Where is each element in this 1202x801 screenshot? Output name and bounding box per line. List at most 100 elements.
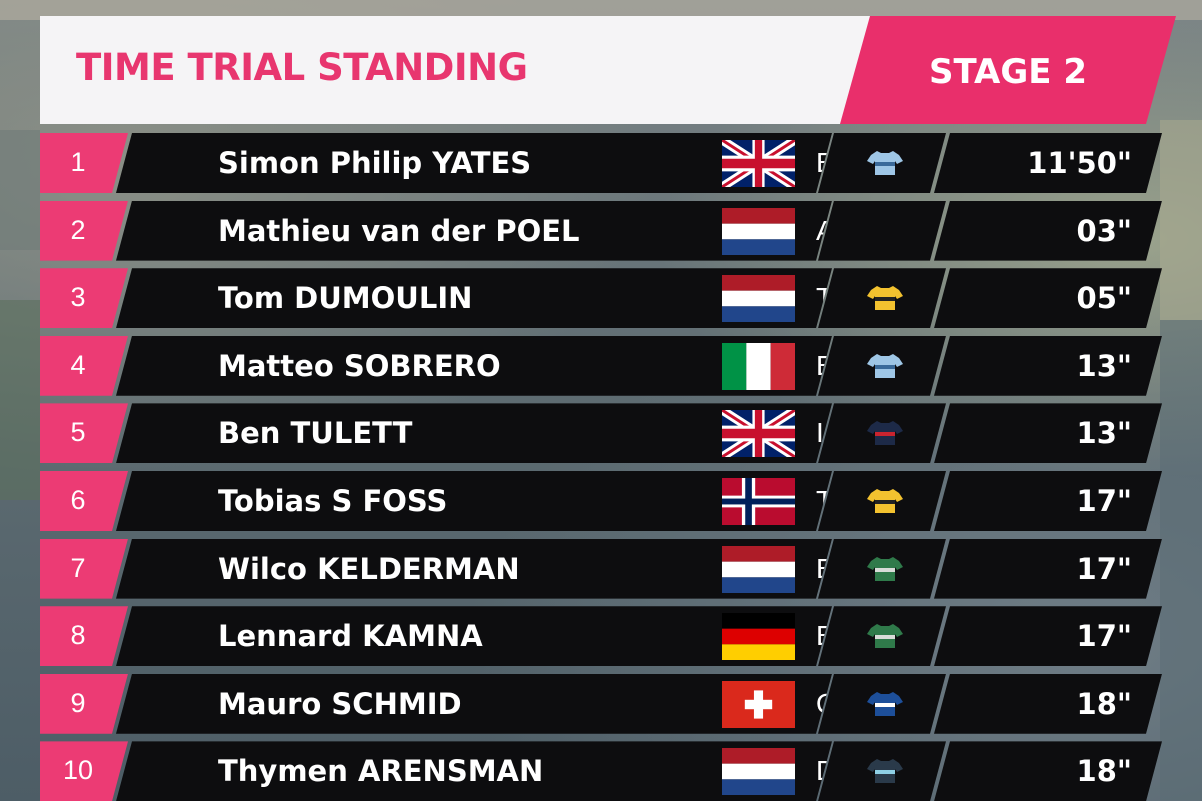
rider-time: 03" xyxy=(1076,213,1132,248)
jersey-bex-icon xyxy=(867,352,903,380)
time-cell: 03" xyxy=(934,201,1162,261)
rider-cell: Simon Philip YATES BEX xyxy=(116,133,832,193)
rider-time: 13" xyxy=(1076,348,1132,383)
table-row: 4 Matteo SOBRERO BEX 13" xyxy=(40,336,1162,396)
rider-time: 17" xyxy=(1076,484,1132,518)
rider-time: 18" xyxy=(1076,754,1132,789)
rider-time: 17" xyxy=(1076,551,1132,586)
rider-name: Wilco KELDERMAN xyxy=(218,551,520,586)
rider-time: 17" xyxy=(1076,619,1132,654)
table-row: 2 Mathieu van der POEL AFC 03" xyxy=(40,201,1162,261)
jersey-cell xyxy=(818,201,946,261)
position-number: 3 xyxy=(70,282,86,313)
table-row: 10 Thymen ARENSMAN DSM 18" xyxy=(40,741,1162,801)
position-number: 7 xyxy=(70,552,86,583)
netherlands-flag-icon xyxy=(722,546,795,593)
position-badge: 2 xyxy=(40,201,128,261)
position-number: 6 xyxy=(70,485,86,515)
rider-name: Mathieu van der POEL xyxy=(218,213,580,248)
jersey-cell xyxy=(818,336,946,396)
position-number: 9 xyxy=(70,687,86,718)
jersey-cell xyxy=(818,741,946,801)
jersey-cell xyxy=(818,471,946,531)
rider-cell: Mauro SCHMID QST xyxy=(116,674,832,734)
jersey-tjv-icon xyxy=(867,284,903,312)
time-cell: 17" xyxy=(934,471,1162,531)
position-number: 8 xyxy=(70,620,86,651)
rider-cell: Thymen ARENSMAN DSM xyxy=(116,741,832,801)
rider-cell: Tom DUMOULIN TJV xyxy=(116,268,832,328)
rider-name: Mauro SCHMID xyxy=(218,686,462,721)
rider-name: Matteo SOBRERO xyxy=(218,348,501,383)
rider-name: Tobias S FOSS xyxy=(218,484,448,518)
jersey-boh-icon xyxy=(867,555,903,583)
rider-name: Lennard KAMNA xyxy=(218,619,483,654)
germany-flag-icon xyxy=(722,613,795,660)
title-banner: TIME TRIAL STANDING xyxy=(40,16,910,124)
time-cell: 13" xyxy=(934,403,1162,463)
stage-banner: STAGE 2 xyxy=(840,16,1176,124)
norway-flag-icon xyxy=(722,478,795,525)
time-cell: 18" xyxy=(934,741,1162,801)
time-cell: 11'50" xyxy=(934,133,1162,193)
position-number: 10 xyxy=(62,755,94,786)
table-row: 1 Simon Philip YATES BEX 11'50" xyxy=(40,133,1162,193)
jersey-cell xyxy=(818,403,946,463)
jersey-cell xyxy=(818,674,946,734)
position-badge: 4 xyxy=(40,336,128,396)
table-row: 3 Tom DUMOULIN TJV 05" xyxy=(40,268,1162,328)
rider-name: Thymen ARENSMAN xyxy=(218,754,544,789)
jersey-cell xyxy=(818,133,946,193)
rider-cell: Lennard KAMNA BOH xyxy=(116,606,832,666)
position-badge: 8 xyxy=(40,606,128,666)
time-cell: 17" xyxy=(934,539,1162,599)
position-number: 5 xyxy=(70,417,86,448)
rider-name: Ben TULETT xyxy=(218,416,413,451)
jersey-dsm-icon xyxy=(867,757,903,785)
rider-time: 05" xyxy=(1076,281,1132,316)
position-number: 4 xyxy=(70,349,86,380)
table-row: 9 Mauro SCHMID QST 18" xyxy=(40,674,1162,734)
jersey-bex-icon xyxy=(867,149,903,177)
jersey-tjv-icon xyxy=(867,487,903,515)
table-row: 8 Lennard KAMNA BOH 17" xyxy=(40,606,1162,666)
jersey-cell xyxy=(818,606,946,666)
rider-time: 11'50" xyxy=(1027,146,1132,180)
netherlands-flag-icon xyxy=(722,208,795,255)
rider-cell: Tobias S FOSS TJV xyxy=(116,471,832,531)
jersey-cell xyxy=(818,268,946,328)
rider-cell: Matteo SOBRERO BEX xyxy=(116,336,832,396)
uk-flag-icon xyxy=(722,410,795,457)
time-cell: 13" xyxy=(934,336,1162,396)
rider-cell: Mathieu van der POEL AFC xyxy=(116,201,832,261)
position-badge: 7 xyxy=(40,539,128,599)
position-badge: 10 xyxy=(40,741,128,801)
position-badge: 1 xyxy=(40,133,128,193)
uk-flag-icon xyxy=(722,140,795,187)
italy-flag-icon xyxy=(722,343,795,390)
position-badge: 5 xyxy=(40,403,128,463)
jersey-cell xyxy=(818,539,946,599)
rider-cell: Ben TULETT IGD xyxy=(116,403,832,463)
table-row: 6 Tobias S FOSS TJV 17" xyxy=(40,471,1162,531)
rider-name: Tom DUMOULIN xyxy=(218,281,473,316)
stage-label: STAGE 2 xyxy=(929,52,1087,92)
table-row: 5 Ben TULETT IGD 13" xyxy=(40,403,1162,463)
position-badge: 3 xyxy=(40,268,128,328)
position-number: 1 xyxy=(70,147,86,177)
jersey-igd-icon xyxy=(867,419,903,447)
rider-name: Simon Philip YATES xyxy=(218,146,532,180)
jersey-qst-icon xyxy=(867,690,903,718)
jersey-boh-icon xyxy=(867,622,903,650)
rider-time: 18" xyxy=(1076,686,1132,721)
time-cell: 18" xyxy=(934,674,1162,734)
netherlands-flag-icon xyxy=(722,748,795,795)
table-row: 7 Wilco KELDERMAN BOH 17" xyxy=(40,539,1162,599)
standings-title: TIME TRIAL STANDING xyxy=(76,46,528,89)
rider-cell: Wilco KELDERMAN BOH xyxy=(116,539,832,599)
position-badge: 6 xyxy=(40,471,128,531)
netherlands-flag-icon xyxy=(722,275,795,322)
switzerland-flag-icon xyxy=(722,681,795,728)
rider-time: 13" xyxy=(1076,416,1132,451)
position-number: 2 xyxy=(70,214,86,245)
